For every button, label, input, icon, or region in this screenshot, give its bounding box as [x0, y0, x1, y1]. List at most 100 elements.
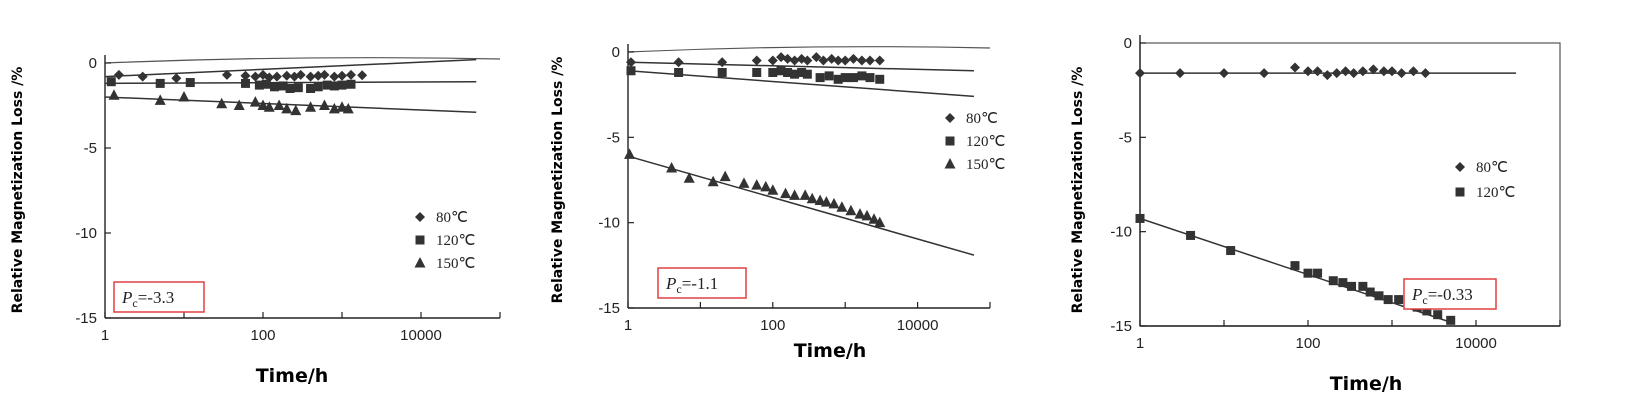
data-point	[290, 104, 302, 116]
data-point	[790, 69, 800, 79]
legend-label: 120℃	[1476, 185, 1515, 201]
y-tick-label: -10	[598, 215, 620, 232]
data-point	[738, 177, 750, 188]
data-point	[1383, 295, 1393, 305]
data-point	[295, 69, 306, 80]
data-point	[768, 67, 778, 77]
data-point	[624, 148, 636, 159]
pc-annotation: Pc=-3.3	[121, 288, 174, 310]
data-point	[178, 91, 190, 102]
data-point	[328, 102, 340, 114]
data-point	[1387, 66, 1397, 77]
data-point	[313, 70, 324, 81]
data-point	[1226, 246, 1236, 256]
data-point	[281, 102, 293, 114]
data-point	[1422, 306, 1432, 316]
data-point	[767, 55, 778, 66]
chart-1: 0 -5 -10 -151 100 10000 Time/h Relative Magneti…	[10, 55, 501, 387]
data-point	[336, 101, 348, 112]
pc-value: =-0.33	[1428, 285, 1473, 304]
x-axis-label: Time/h	[794, 340, 867, 362]
data-point	[342, 102, 354, 114]
y-tick-label: -10	[75, 225, 97, 242]
data-point	[270, 82, 280, 92]
data-point	[836, 201, 848, 212]
data-point	[751, 55, 762, 66]
data-point	[1446, 315, 1456, 325]
data-point	[789, 55, 800, 66]
pc-annotation-box	[657, 267, 747, 299]
series-3	[104, 89, 477, 116]
series-1	[1135, 62, 1517, 81]
legend-marker	[945, 113, 955, 123]
chart-2: 0 -5 -10 -151 100 10000 Time/h Relative Magneti…	[550, 44, 1005, 362]
data-point	[346, 79, 356, 89]
data-point	[1368, 64, 1379, 75]
x-tick-label: 100	[1295, 335, 1320, 352]
data-point	[1374, 291, 1384, 301]
data-point	[257, 99, 269, 110]
data-point	[357, 70, 368, 81]
pc-subscript: c	[1422, 293, 1427, 307]
pc-subscript: c	[676, 282, 681, 296]
x-tick-label: 10000	[897, 317, 939, 334]
data-point	[1135, 213, 1145, 223]
data-point	[875, 74, 885, 84]
y-axis-label: Relative Magnetization Loss /%	[550, 57, 566, 304]
data-point	[719, 170, 731, 182]
data-point	[346, 69, 357, 80]
data-point	[683, 172, 695, 183]
data-point	[789, 189, 801, 200]
data-point	[856, 55, 867, 66]
data-point	[155, 78, 165, 88]
data-point	[857, 71, 867, 81]
pc-symbol: P	[1411, 285, 1422, 304]
chart-panel-3: 0 -5 -10 -15 1 100 10000 Time/h Relative Magneti…	[1060, 0, 1630, 415]
data-point	[820, 196, 832, 207]
y-tick-label: -5	[84, 140, 97, 157]
data-point	[261, 79, 271, 89]
plot-top-border	[627, 46, 991, 53]
x-tick-label: 10000	[400, 327, 442, 344]
data-point	[171, 73, 182, 84]
data-point	[318, 99, 330, 110]
data-point	[337, 80, 347, 90]
data-point	[1378, 66, 1389, 77]
data-point	[818, 55, 829, 66]
data-point	[868, 213, 880, 224]
series-2	[626, 66, 974, 98]
x-tick-label: 1	[624, 317, 632, 334]
legend-marker	[1455, 162, 1465, 172]
pc-annotation-box	[113, 281, 205, 313]
series-1	[625, 52, 974, 72]
pc-value: =-3.3	[138, 288, 175, 307]
data-point	[1186, 230, 1196, 240]
data-point	[322, 80, 332, 90]
series-3	[624, 148, 975, 256]
series-2	[104, 77, 477, 93]
data-point	[1303, 268, 1313, 278]
data-point	[1303, 66, 1313, 77]
pc-value: =-1.1	[682, 274, 719, 293]
y-axis-label: Relative Magnetization Loss /%	[10, 67, 26, 314]
data-point	[1135, 68, 1145, 79]
data-point	[1338, 278, 1348, 288]
legend-label: 80℃	[966, 111, 998, 127]
data-point	[1219, 68, 1229, 79]
data-point	[1328, 276, 1338, 286]
legend-marker	[415, 212, 425, 222]
legend-marker	[414, 257, 426, 268]
data-point	[263, 101, 275, 112]
data-point	[815, 73, 825, 83]
legend-label: 80℃	[436, 210, 468, 226]
data-point	[233, 99, 245, 110]
pc-annotation: Pc=-1.1	[665, 274, 718, 296]
data-point	[249, 96, 261, 107]
data-point	[1357, 66, 1368, 77]
data-point	[240, 70, 251, 81]
data-point	[1394, 295, 1404, 305]
data-point	[626, 66, 636, 76]
legend-label: 150℃	[966, 157, 1005, 173]
y-tick-label: 0	[89, 55, 97, 72]
data-point	[1433, 310, 1443, 320]
